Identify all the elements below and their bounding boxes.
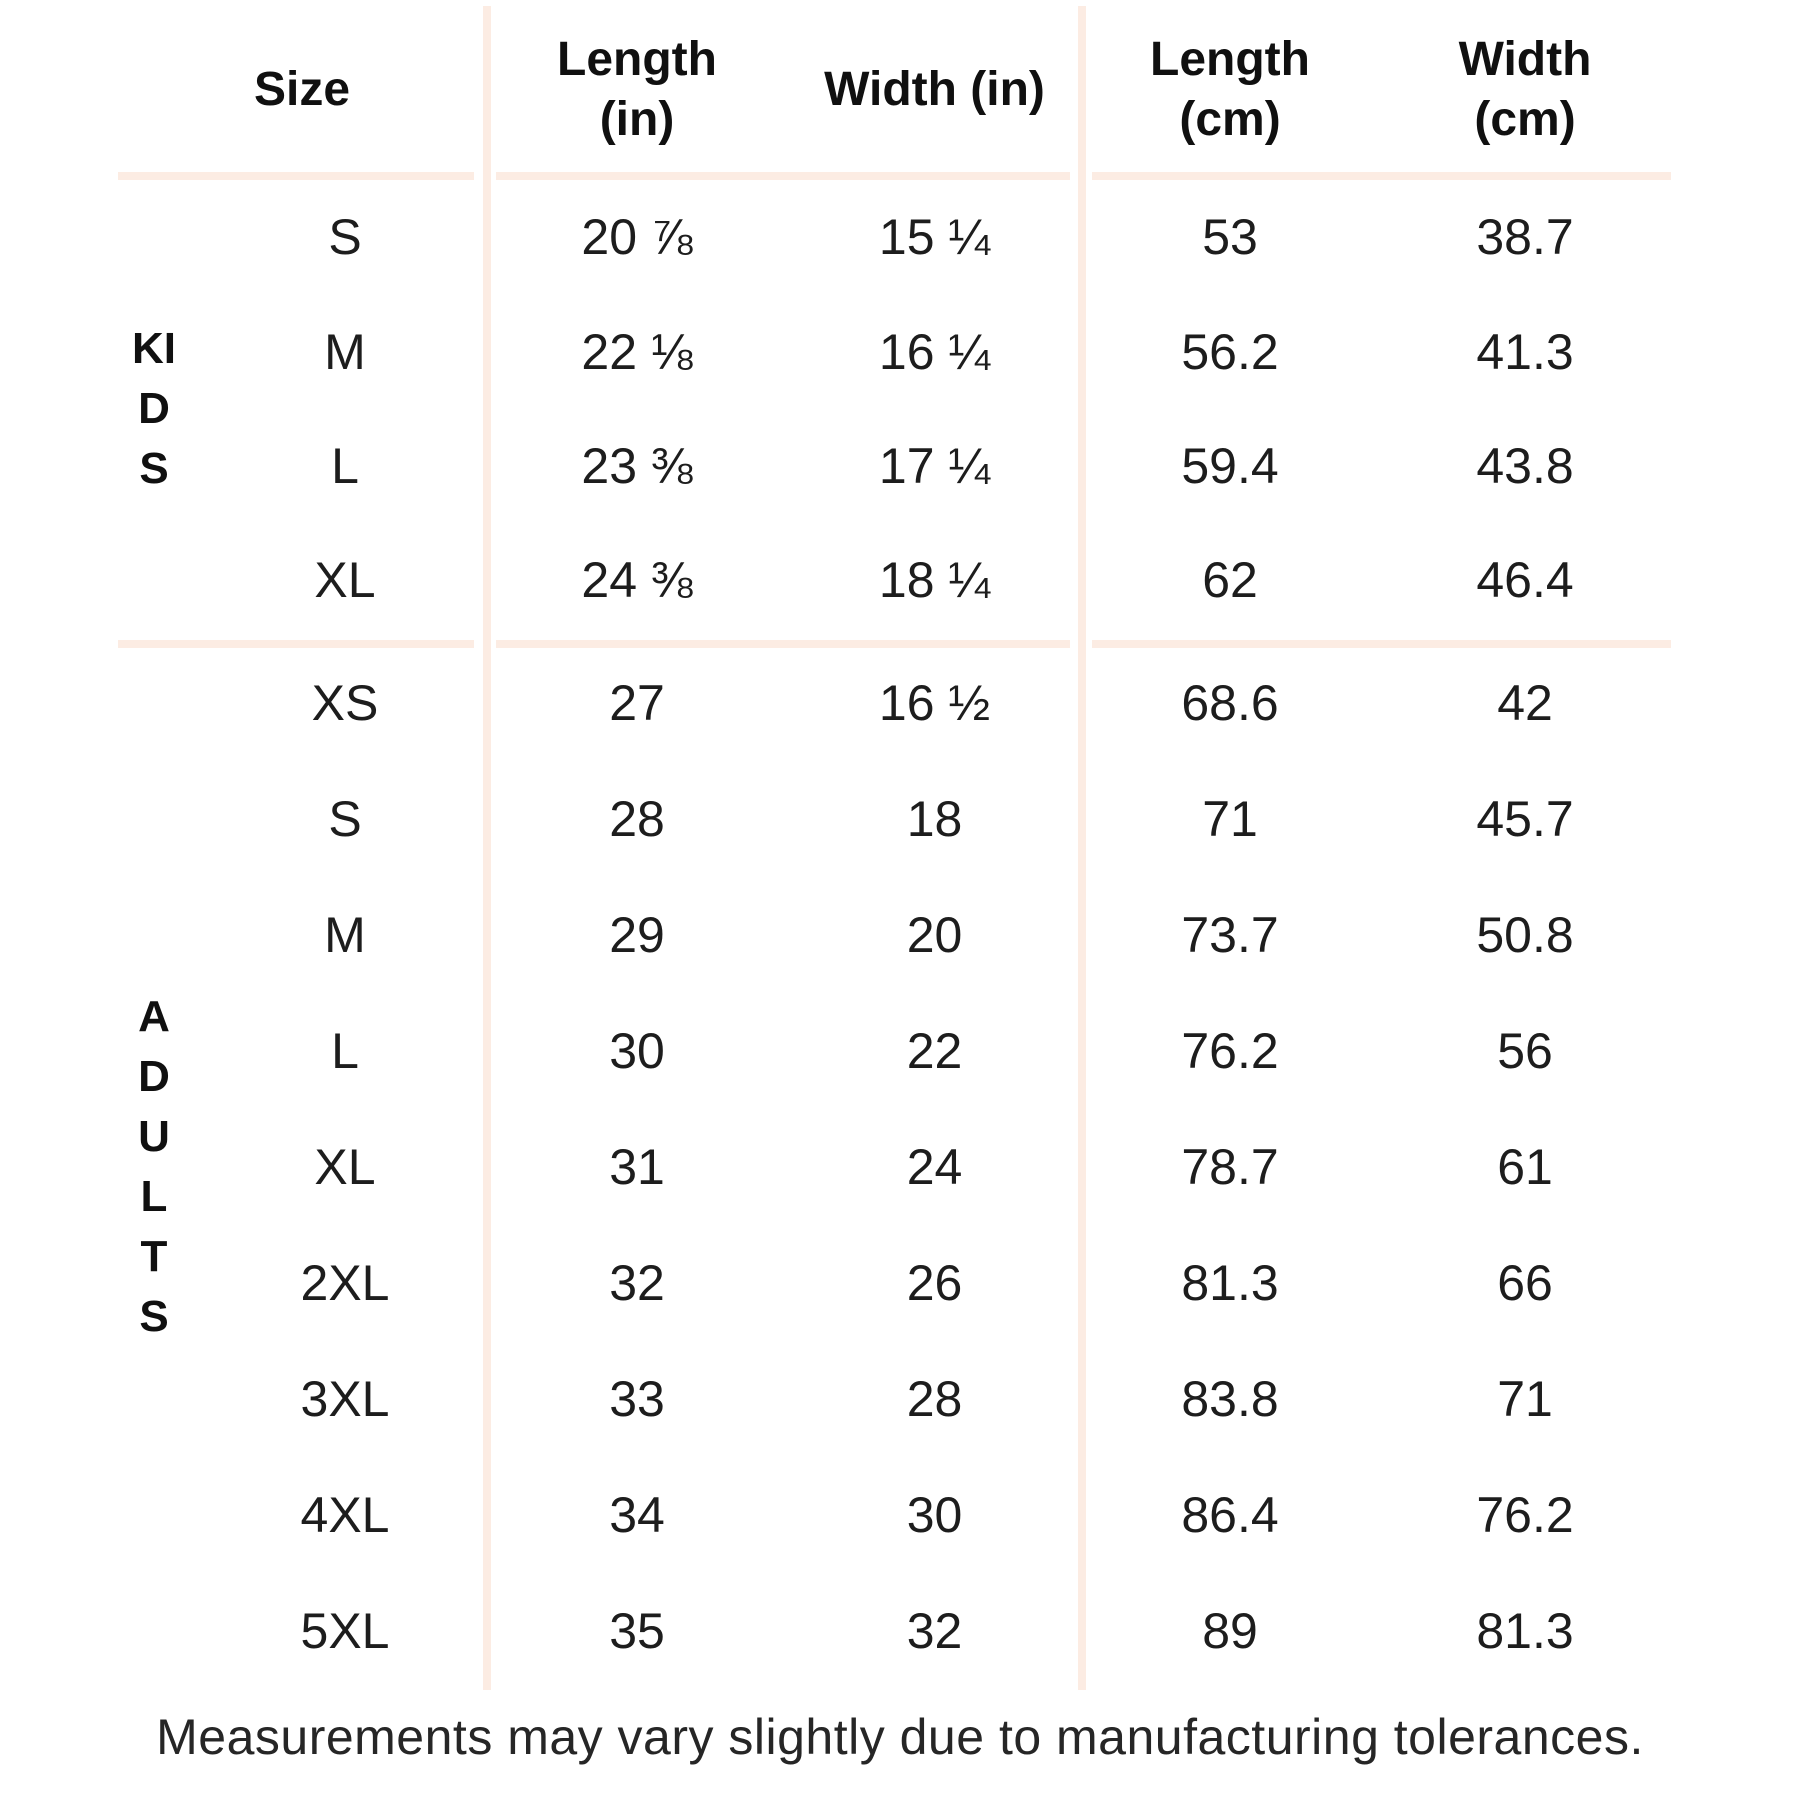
adults-s-width-cm: 45.7 [1476,791,1574,847]
kids-xl-width-in: 18 ¼ [878,552,991,609]
adults-s-length-in: 28 [609,791,665,847]
adults-xl-width-cm: 61 [1497,1139,1553,1195]
adults-2xl-size: 2XL [300,1255,390,1311]
adults-3xl-length-cm: 83.8 [1181,1371,1279,1427]
adults-m-width-cm: 50.8 [1476,907,1574,963]
kids-xl-length-cm: 62 [1202,552,1258,609]
kids-m-length-cm: 56.2 [1181,323,1279,380]
kids-m-size: M [324,323,366,380]
adults-xs-width-in: 16 ½ [878,675,991,731]
adults-m-width-in: 20 [906,907,963,963]
adults-s-width-in: 18 [906,791,963,847]
adults-m-length-in: 29 [609,907,665,963]
header-divider-segment [1092,172,1671,180]
adults-xs-length-in: 27 [609,675,665,731]
kids-xl-size: XL [314,552,376,609]
adults-xs-width-cm: 42 [1497,675,1553,731]
adults-3xl-length-in: 33 [609,1371,665,1427]
adults-l-length-cm: 76.2 [1181,1023,1279,1079]
kids-m-width-in: 16 ¼ [878,323,991,380]
group-divider-segment [118,640,474,648]
column-divider-left [483,6,491,1690]
group-label-adults: ADULTS [138,992,170,1341]
kids-s-size: S [328,209,362,266]
header-divider-segment [118,172,474,180]
kids-l-size: L [331,438,359,495]
adults-m-length-cm: 73.7 [1181,907,1279,963]
adults-xl-length-cm: 78.7 [1181,1139,1279,1195]
kids-xl-length-in: 24 ⅜ [581,552,693,609]
header-length-in: Length (in) [487,0,787,180]
header-size-label: Size [253,63,351,116]
kids-s-width-cm: 38.7 [1476,209,1574,266]
header-size: Size [240,0,450,180]
adults-2xl-length-in: 32 [609,1255,665,1311]
header-divider-segment [496,172,1070,180]
adults-xs-size: XS [311,675,379,731]
group-label-kids: KIDS [132,323,176,493]
column-divider-right [1078,6,1086,1690]
kids-m-length-in: 22 ⅛ [581,323,693,380]
tolerance-note: Measurements may vary slightly due to ma… [156,1709,1644,1765]
adults-4xl-length-cm: 86.4 [1181,1487,1279,1543]
kids-l-width-in: 17 ¼ [878,438,991,495]
group-divider-segment [1092,640,1671,648]
adults-5xl-width-in: 32 [906,1603,963,1659]
kids-l-length-cm: 59.4 [1181,438,1279,495]
adults-4xl-width-in: 30 [906,1487,963,1543]
adults-5xl-width-cm: 81.3 [1476,1603,1574,1659]
header-length-in-label: Length (in) [557,33,717,146]
adults-l-size: L [331,1023,359,1079]
header-length-cm-label: Length (cm) [1150,33,1310,146]
adults-l-width-cm: 56 [1497,1023,1553,1079]
adults-2xl-width-cm: 66 [1497,1255,1553,1311]
adults-xl-size: XL [314,1139,376,1195]
adults-5xl-length-cm: 89 [1202,1603,1258,1659]
adults-s-length-cm: 71 [1202,791,1258,847]
kids-s-length-cm: 53 [1202,209,1258,266]
adults-l-width-in: 22 [906,1023,963,1079]
size-table: Size Length (in) Width (in) Length (cm) … [0,0,1672,1689]
adults-4xl-width-cm: 76.2 [1476,1487,1574,1543]
header-width-in: Width (in) [787,0,1082,180]
adults-3xl-width-cm: 71 [1497,1371,1553,1427]
adults-l-length-in: 30 [609,1023,665,1079]
adults-m-size: M [324,907,366,963]
adults-5xl-size: 5XL [300,1603,390,1659]
kids-m-width-cm: 41.3 [1476,323,1574,380]
group-divider-segment [496,640,1070,648]
adults-3xl-width-in: 28 [906,1371,963,1427]
adults-xl-length-in: 31 [609,1139,665,1195]
adults-2xl-length-cm: 81.3 [1181,1255,1279,1311]
kids-l-width-cm: 43.8 [1476,438,1574,495]
adults-xs-length-cm: 68.6 [1181,675,1279,731]
header-length-cm: Length (cm) [1082,0,1378,180]
adults-s-size: S [328,791,362,847]
kids-s-width-in: 15 ¼ [878,209,991,266]
kids-l-length-in: 23 ⅜ [581,438,693,495]
adults-3xl-size: 3XL [300,1371,390,1427]
group-label-kids-cell: KIDS [0,180,240,637]
adults-4xl-size: 4XL [300,1487,390,1543]
kids-s-length-in: 20 ⅞ [581,209,693,266]
header-width-in-label: Width (in) [824,63,1045,116]
kids-xl-width-cm: 46.4 [1476,552,1574,609]
adults-5xl-length-in: 35 [609,1603,665,1659]
group-label-adults-cell: ADULTS [0,645,240,1689]
header-width-cm: Width (cm) [1378,0,1672,180]
adults-2xl-width-in: 26 [906,1255,963,1311]
adults-4xl-length-in: 34 [609,1487,665,1543]
header-width-cm-label: Width (cm) [1458,33,1592,146]
adults-xl-width-in: 24 [906,1139,963,1195]
